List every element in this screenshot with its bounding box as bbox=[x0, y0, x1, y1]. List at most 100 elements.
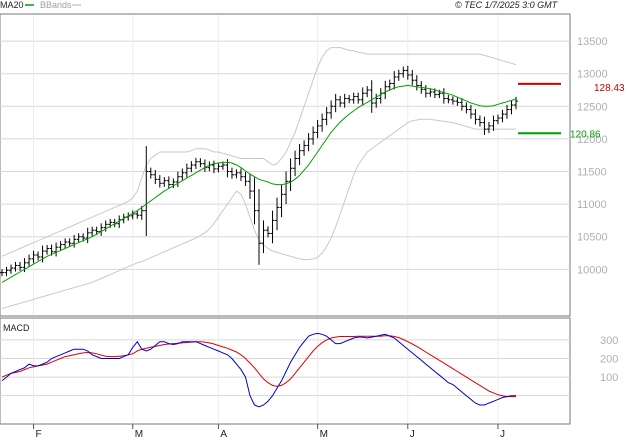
macd-grid bbox=[0, 319, 570, 423]
ohlc-bar bbox=[135, 210, 140, 219]
price-tick-label: 13000 bbox=[577, 69, 608, 81]
ohlc-bar bbox=[18, 261, 23, 271]
ohlc-bar bbox=[320, 113, 325, 132]
price-tag: 128.43 bbox=[518, 82, 625, 94]
ohlc-bar bbox=[189, 161, 194, 173]
ohlc-bar bbox=[243, 172, 248, 186]
ohlc-bars bbox=[0, 65, 518, 277]
ohlc-bar bbox=[414, 75, 419, 91]
ohlc-bar bbox=[216, 162, 221, 173]
ohlc-bar bbox=[500, 109, 505, 123]
price-tick-label: 10500 bbox=[577, 232, 608, 244]
ohlc-bar bbox=[198, 158, 203, 168]
price-tick-label: 10000 bbox=[577, 264, 608, 276]
ohlc-bar bbox=[311, 126, 316, 145]
ohlc-bar bbox=[504, 104, 509, 119]
ohlc-bar bbox=[356, 92, 361, 104]
ohlc-bar bbox=[464, 102, 469, 114]
ohlc-bar bbox=[184, 163, 189, 178]
month-label: J bbox=[500, 429, 505, 440]
ohlc-bar bbox=[297, 144, 302, 166]
ohlc-bar bbox=[360, 87, 365, 106]
ohlc-bar bbox=[166, 176, 171, 189]
ohlc-bar bbox=[342, 93, 347, 108]
ohlc-bar bbox=[441, 88, 446, 104]
price-tick-label: 11000 bbox=[577, 199, 607, 211]
ohlc-bar bbox=[139, 205, 144, 220]
ohlc-bar bbox=[85, 227, 90, 244]
ohlc-bar bbox=[162, 177, 167, 187]
legend-bbands-label: BBands bbox=[40, 0, 72, 10]
price-tag: 120.86 bbox=[518, 129, 601, 140]
ohlc-bar bbox=[234, 169, 239, 179]
ohlc-bar bbox=[157, 175, 162, 188]
ohlc-bar bbox=[67, 238, 72, 247]
ohlc-bar bbox=[423, 85, 428, 98]
ohlc-bar bbox=[76, 233, 81, 243]
ohlc-bar bbox=[468, 104, 473, 119]
ohlc-bar bbox=[58, 241, 63, 251]
ohlc-bar bbox=[175, 171, 180, 188]
ohlc-bar bbox=[63, 238, 68, 249]
copyright-text: © TEC 1/7/2025 3:0 GMT bbox=[455, 0, 559, 10]
ohlc-bar bbox=[455, 97, 460, 106]
ohlc-bar bbox=[482, 116, 487, 135]
ohlc-bar bbox=[477, 115, 482, 127]
ohlc-bar bbox=[284, 171, 289, 205]
ohlc-bar bbox=[13, 261, 18, 272]
price-tick-label: 12500 bbox=[577, 101, 608, 113]
ohlc-bar bbox=[211, 160, 216, 174]
price-panel-frame bbox=[0, 13, 571, 317]
ohlc-bar bbox=[275, 197, 280, 231]
ohlc-bar bbox=[31, 250, 36, 264]
ohlc-bar bbox=[279, 184, 284, 218]
ohlc-bar bbox=[90, 226, 95, 237]
ohlc-bar bbox=[329, 100, 334, 119]
ohlc-bar bbox=[4, 266, 9, 277]
price-tags: 128.43 120.86 bbox=[518, 82, 625, 140]
price-tick-label: 13500 bbox=[577, 36, 608, 48]
macd-panel-frame bbox=[0, 317, 571, 425]
ohlc-bar bbox=[153, 170, 158, 185]
bband-upper-line bbox=[1, 47, 517, 257]
macd-title: MACD bbox=[3, 323, 30, 333]
macd-line bbox=[1, 332, 516, 408]
macd-tick-label: 300 bbox=[600, 335, 618, 347]
price-y-axis: 13500 13000 12500 12000 11500 11000 10500 10000 bbox=[577, 36, 608, 276]
price-tag-label: 120.86 bbox=[570, 129, 601, 140]
ohlc-bar bbox=[9, 264, 14, 274]
legend-ma20-label: MA20 bbox=[0, 0, 24, 10]
ohlc-bar bbox=[473, 109, 478, 125]
ohlc-bar bbox=[261, 220, 266, 254]
price-tick-label: 11500 bbox=[577, 167, 607, 179]
ohlc-bar bbox=[257, 189, 261, 265]
ohlc-bar bbox=[450, 96, 455, 105]
ohlc-bar bbox=[247, 173, 252, 199]
ohlc-bar bbox=[495, 114, 500, 125]
ohlc-bar bbox=[130, 210, 135, 220]
ohlc-bar bbox=[148, 167, 153, 179]
price-panel: 13500 13000 12500 12000 11500 11000 10500 10000… bbox=[0, 13, 625, 317]
ohlc-bar bbox=[103, 220, 108, 232]
ohlc-bar bbox=[333, 93, 338, 113]
ohlc-bar bbox=[410, 69, 415, 86]
ohlc-bar bbox=[36, 251, 41, 261]
ohlc-bar bbox=[0, 269, 4, 277]
month-label: J bbox=[410, 429, 415, 440]
header: MA20 BBands © TEC 1/7/2025 3:0 GMT bbox=[0, 0, 559, 10]
price-tick-label: 12000 bbox=[577, 134, 608, 146]
ohlc-bar bbox=[486, 121, 491, 134]
ohlc-bar bbox=[392, 71, 397, 90]
ohlc-bar bbox=[45, 244, 50, 255]
ohlc-bar bbox=[40, 245, 45, 263]
month-label: M bbox=[135, 429, 143, 440]
ohlc-bar bbox=[387, 79, 392, 91]
ohlc-bar bbox=[374, 93, 379, 108]
ohlc-bar bbox=[293, 150, 298, 177]
month-label: F bbox=[36, 429, 42, 440]
ohlc-bar bbox=[315, 120, 320, 139]
ohlc-bar bbox=[302, 140, 307, 156]
ohlc-bar bbox=[171, 178, 176, 189]
ohlc-bar bbox=[428, 88, 433, 97]
